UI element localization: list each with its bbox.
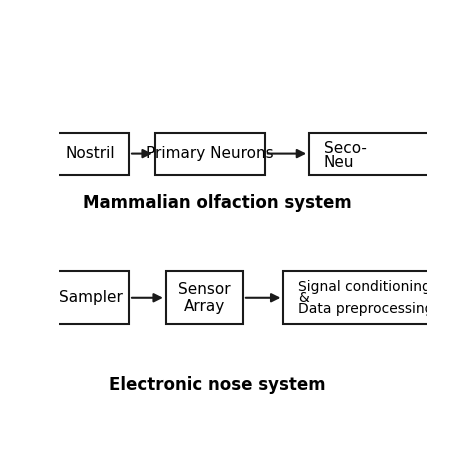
Text: Electronic nose system: Electronic nose system: [109, 376, 326, 394]
Text: Seco-: Seco-: [324, 141, 366, 155]
Text: Sensor
Array: Sensor Array: [178, 282, 231, 314]
Text: Signal conditioning: Signal conditioning: [298, 280, 431, 294]
Bar: [309, 133, 456, 174]
Text: Primary Neurons: Primary Neurons: [146, 146, 273, 161]
Text: Mammalian olfaction system: Mammalian olfaction system: [83, 194, 352, 212]
Bar: [52, 271, 129, 324]
Text: Data preprocessing: Data preprocessing: [298, 302, 434, 316]
Bar: [166, 271, 243, 324]
Bar: [283, 271, 467, 324]
Bar: [52, 133, 129, 174]
Bar: [155, 133, 265, 174]
Text: Nostril: Nostril: [66, 146, 115, 161]
Text: Sampler: Sampler: [58, 290, 122, 305]
Text: &: &: [298, 291, 309, 305]
Text: Neu: Neu: [324, 155, 354, 170]
